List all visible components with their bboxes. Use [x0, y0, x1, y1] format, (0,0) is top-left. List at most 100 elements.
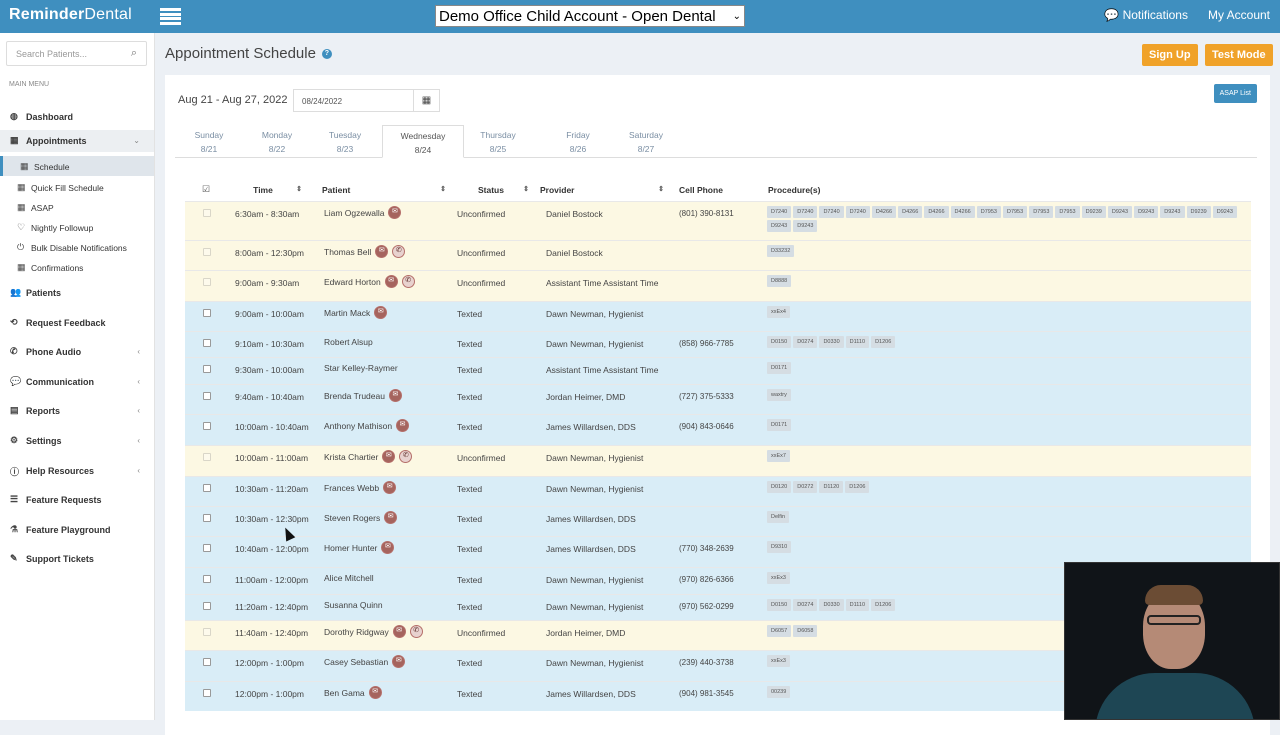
patient-cell[interactable]: Susanna Quinn [324, 600, 383, 610]
patient-cell[interactable]: Casey Sebastian ✉ [324, 655, 406, 669]
sidebar-item-quick-fill-schedule[interactable]: ▦ Quick Fill Schedule [0, 177, 154, 197]
column-header-time[interactable]: Time ⇕ [218, 181, 308, 201]
table-row[interactable]: 10:30am - 11:20am Frances Webb ✉ Texted Dawn… [185, 476, 1251, 506]
patient-name[interactable]: Homer Hunter [324, 542, 378, 553]
sidebar-item-feature-playground[interactable]: ⚗ Feature Playground [0, 519, 154, 541]
sidebar-item-help-resources[interactable]: ⓘ Help Resources ‹ [0, 460, 154, 482]
sidebar-item-dashboard[interactable]: ◍ Dashboard [0, 106, 154, 128]
row-checkbox[interactable] [203, 575, 211, 583]
patient-cell[interactable]: Alice Mitchell [324, 573, 374, 583]
patient-name[interactable]: Krista Chartier [324, 451, 379, 462]
row-checkbox[interactable] [203, 544, 211, 552]
sign-up-button[interactable]: Sign Up [1142, 44, 1198, 66]
logo[interactable]: ReminderDental [9, 6, 132, 23]
column-header-provider[interactable]: Provider ⇕ [540, 181, 670, 201]
sidebar-item-communication[interactable]: 💬 Communication ‹ [0, 371, 154, 393]
patient-name[interactable]: Casey Sebastian [324, 656, 389, 667]
sidebar-item-support-tickets[interactable]: ✎ Support Tickets [0, 548, 154, 570]
sort-icon[interactable]: ⇕ [523, 186, 529, 193]
patient-name[interactable]: Brenda Trudeau [324, 390, 385, 401]
tab-sunday[interactable]: Sunday 8/21 [175, 125, 243, 158]
tab-friday[interactable]: Friday 8/26 [544, 125, 612, 158]
row-checkbox[interactable] [203, 392, 211, 400]
table-row[interactable]: 9:30am - 10:00am Star Kelley-Raymer Texted… [185, 357, 1251, 384]
row-checkbox[interactable] [203, 628, 211, 636]
asap-list-button[interactable]: ASAP List [1213, 84, 1257, 103]
my-account-link[interactable]: My Account [1207, 8, 1270, 22]
patient-name[interactable]: Susanna Quinn [324, 600, 383, 610]
sort-icon[interactable]: ⇕ [440, 186, 446, 193]
row-checkbox[interactable] [203, 339, 211, 347]
row-checkbox[interactable] [203, 602, 211, 610]
row-checkbox[interactable] [203, 484, 211, 492]
patient-cell[interactable]: Martin Mack ✉ [324, 306, 388, 320]
patient-cell[interactable]: Dorothy Ridgway ✉ ✆ [324, 625, 423, 639]
table-row[interactable]: 10:30am - 12:30pm Steven Rogers ✉ Texted Jam… [185, 506, 1251, 536]
column-header-procedure-s-[interactable]: Procedure(s) [768, 181, 1248, 201]
patient-name[interactable]: Alice Mitchell [324, 573, 374, 583]
patient-cell[interactable]: Liam Ogzewalla ✉ [324, 206, 402, 220]
search-patients-input[interactable]: Search Patients... ⌕ [6, 41, 147, 66]
row-checkbox[interactable] [203, 278, 211, 286]
test-mode-button[interactable]: Test Mode [1205, 44, 1273, 66]
sort-icon[interactable]: ⇕ [296, 186, 302, 193]
sidebar-item-bulk-disable-notifications[interactable]: ⏻ Bulk Disable Notifications [0, 237, 154, 257]
tab-thursday[interactable]: Thursday 8/25 [464, 125, 532, 158]
patient-name[interactable]: Steven Rogers [324, 512, 381, 523]
table-row[interactable]: 10:00am - 10:40am Anthony Mathison ✉ Texted… [185, 414, 1251, 445]
patient-cell[interactable]: Krista Chartier ✉ ✆ [324, 450, 413, 464]
patient-name[interactable]: Liam Ogzewalla [324, 207, 385, 218]
table-row[interactable]: 10:40am - 12:00pm Homer Hunter ✉ Texted Jame… [185, 536, 1251, 567]
column-header-patient[interactable]: Patient ⇕ [322, 181, 452, 201]
sidebar-item-appointments[interactable]: ▦ Appointments ⌄ [0, 130, 154, 152]
patient-cell[interactable]: Star Kelley-Raymer [324, 363, 398, 373]
row-checkbox[interactable] [203, 514, 211, 522]
search-icon[interactable]: ⌕ [130, 47, 137, 59]
row-checkbox[interactable] [203, 209, 211, 217]
row-checkbox[interactable] [203, 365, 211, 373]
patient-cell[interactable]: Thomas Bell ✉ ✆ [324, 245, 406, 259]
calendar-icon[interactable]: ▦ [413, 89, 440, 112]
patient-cell[interactable]: Steven Rogers ✉ [324, 511, 398, 525]
tab-tuesday[interactable]: Tuesday 8/23 [311, 125, 379, 158]
patient-cell[interactable]: Homer Hunter ✉ [324, 541, 395, 555]
table-row[interactable]: 8:00am - 12:30pm Thomas Bell ✉ ✆ Unconfirmed… [185, 240, 1251, 270]
patient-name[interactable]: Ben Gama [324, 687, 365, 698]
sidebar-item-patients[interactable]: 👥 Patients [0, 282, 154, 304]
sidebar-item-settings[interactable]: ⚙ Settings ‹ [0, 430, 154, 452]
patient-name[interactable]: Robert Alsup [324, 337, 373, 347]
sidebar-item-phone-audio[interactable]: ✆ Phone Audio ‹ [0, 341, 154, 363]
tab-saturday[interactable]: Saturday 8/27 [612, 125, 680, 158]
patient-cell[interactable]: Edward Horton ✉ ✆ [324, 275, 415, 289]
tab-monday[interactable]: Monday 8/22 [243, 125, 311, 158]
tab-wednesday[interactable]: Wednesday 8/24 [382, 125, 464, 158]
patient-name[interactable]: Anthony Mathison [324, 420, 393, 431]
row-checkbox[interactable] [203, 658, 211, 666]
sidebar-item-feature-requests[interactable]: ☰ Feature Requests [0, 489, 154, 511]
table-row[interactable]: 9:00am - 10:00am Martin Mack ✉ Texted Dawn N… [185, 301, 1251, 331]
sidebar-item-schedule[interactable]: ▦ Schedule [0, 156, 154, 176]
notifications-link[interactable]: 💬 Notifications [1104, 8, 1188, 22]
row-checkbox[interactable] [203, 689, 211, 697]
menu-toggle-icon[interactable] [160, 8, 181, 25]
column-header-cell-phone[interactable]: Cell Phone [679, 181, 767, 201]
sidebar-item-asap[interactable]: ▦ ASAP [0, 197, 154, 217]
patient-name[interactable]: Star Kelley-Raymer [324, 363, 398, 373]
row-checkbox[interactable] [203, 248, 211, 256]
row-checkbox[interactable] [203, 309, 211, 317]
patient-name[interactable]: Dorothy Ridgway [324, 626, 389, 637]
sort-icon[interactable]: ⇕ [658, 186, 664, 193]
table-row[interactable]: 6:30am - 8:30am Liam Ogzewalla ✉ Unconfirme… [185, 201, 1251, 240]
row-checkbox[interactable] [203, 422, 211, 430]
patient-name[interactable]: Thomas Bell [324, 246, 372, 257]
patient-name[interactable]: Edward Horton [324, 276, 381, 287]
row-checkbox[interactable] [203, 453, 211, 461]
sidebar-item-request-feedback[interactable]: ⟲ Request Feedback [0, 312, 154, 334]
table-row[interactable]: 10:00am - 11:00am Krista Chartier ✉ ✆ Unconf… [185, 445, 1251, 476]
table-row[interactable]: 9:10am - 10:30am Robert Alsup Texted Dawn N… [185, 331, 1251, 357]
help-icon[interactable]: ? [321, 49, 332, 60]
column-header-status[interactable]: Status ⇕ [447, 181, 535, 201]
table-row[interactable]: 9:40am - 10:40am Brenda Trudeau ✉ Texted Jor… [185, 384, 1251, 414]
patient-cell[interactable]: Anthony Mathison ✉ [324, 419, 410, 433]
office-select[interactable]: Demo Office Child Account - Open Dental ⌄ [435, 5, 745, 27]
